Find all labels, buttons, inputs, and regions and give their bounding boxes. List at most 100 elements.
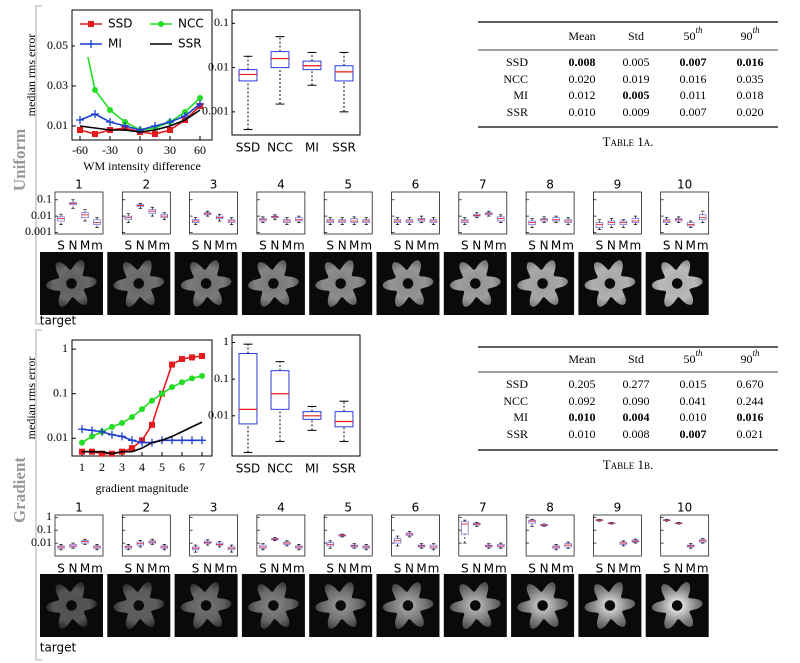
category-label: N: [472, 239, 481, 253]
marker: [88, 21, 94, 27]
row-header: SSD: [506, 377, 528, 391]
mini-title: 10: [677, 501, 692, 515]
header-sup: th: [695, 348, 703, 358]
x-tick-label: 2: [99, 460, 105, 474]
mini-title: 2: [142, 178, 150, 192]
marker: [179, 379, 185, 386]
mini-title: 7: [479, 501, 487, 515]
column-header: Mean: [568, 29, 595, 43]
table-cell: 0.007: [680, 105, 707, 119]
marker: [107, 107, 113, 113]
category-label: S: [326, 562, 334, 576]
category-label: M: [214, 239, 224, 253]
table-cell: 0.007: [680, 55, 707, 69]
column-header: 90th: [740, 348, 760, 366]
marker: [197, 95, 203, 101]
plot-frame: [54, 514, 104, 557]
table-cell: 0.011: [680, 88, 707, 102]
category-label: M: [214, 562, 224, 576]
mini-title: 3: [210, 178, 218, 192]
mini-title: 8: [546, 501, 554, 515]
category-label: M: [551, 562, 561, 576]
image-shape: [450, 582, 501, 629]
category-label: m: [562, 562, 574, 576]
category-label: m: [360, 562, 372, 576]
plot-frame: [593, 514, 642, 557]
series-line: [79, 109, 201, 133]
marker: [108, 430, 116, 439]
y-tick-label: 1: [62, 341, 68, 355]
plot-frame: [189, 191, 238, 235]
box: [270, 370, 290, 410]
category-label: m: [495, 239, 507, 253]
x-tick-label: 4: [139, 460, 145, 474]
category-label: N: [203, 562, 212, 576]
category-label: SSR: [332, 141, 356, 155]
marker: [149, 421, 155, 428]
table-cell: 0.041: [680, 394, 707, 408]
y-tick-label: 1: [223, 334, 229, 348]
plot-frame: [391, 191, 440, 235]
marker: [91, 110, 99, 118]
image-shape: [113, 582, 165, 629]
category-label: S: [259, 239, 267, 253]
table-cell: 0.008: [623, 427, 650, 441]
y-axis-label: median rms error: [24, 34, 38, 117]
section-label: Gradient: [10, 457, 29, 523]
category-label: S: [528, 562, 536, 576]
marker: [128, 436, 136, 445]
column-header: Std: [628, 352, 644, 366]
category-label: N: [607, 239, 616, 253]
category-label: MI: [305, 462, 319, 476]
category-label: m: [428, 562, 440, 576]
table-caption: Table 1a.: [603, 134, 654, 149]
category-label: S: [57, 562, 65, 576]
category-label: SSD: [236, 462, 260, 476]
y-tick-label: 0.1: [214, 371, 229, 385]
marker: [159, 390, 165, 397]
plot-frame: [189, 514, 238, 557]
y-tick-label: 0.01: [47, 118, 68, 132]
table-cell: 0.010: [569, 105, 596, 119]
mini-title: 5: [344, 501, 352, 515]
category-label: m: [91, 239, 103, 253]
category-label: N: [338, 239, 347, 253]
image-shape: [180, 582, 232, 629]
column-header: 50th: [683, 348, 703, 366]
mini-title: 6: [412, 178, 420, 192]
marker: [138, 438, 146, 447]
marker: [151, 122, 159, 130]
category-label: S: [663, 239, 671, 253]
marker: [119, 419, 125, 426]
category-label: N: [607, 562, 616, 576]
marker: [89, 433, 95, 440]
y-tick-label: 0.1: [37, 192, 52, 206]
category-label: N: [540, 562, 549, 576]
table-cell: 0.004: [623, 410, 650, 424]
y-tick-label: 0.1: [214, 15, 229, 29]
x-axis-label: WM intensity difference: [83, 159, 201, 173]
y-tick-label: 0.1: [53, 385, 68, 399]
category-label: N: [472, 562, 481, 576]
plot-frame: [256, 514, 306, 557]
box: [270, 51, 290, 69]
y-tick-label: 0.1: [37, 522, 52, 536]
row-header: SSR: [507, 105, 528, 119]
table-cell: 0.009: [623, 105, 650, 119]
header-base: 90: [740, 352, 752, 366]
box: [334, 65, 354, 82]
header-sup: th: [752, 348, 760, 358]
marker: [78, 425, 86, 434]
marker: [129, 445, 135, 452]
image-shape: [315, 582, 366, 629]
image-shape: [584, 260, 636, 307]
marker: [168, 436, 176, 445]
marker: [169, 384, 175, 391]
category-label: M: [618, 239, 628, 253]
box: [334, 411, 354, 428]
category-label: N: [270, 562, 279, 576]
box: [528, 519, 536, 524]
marker: [118, 432, 126, 441]
category-label: N: [674, 562, 683, 576]
table-cell: 0.010: [569, 410, 596, 424]
